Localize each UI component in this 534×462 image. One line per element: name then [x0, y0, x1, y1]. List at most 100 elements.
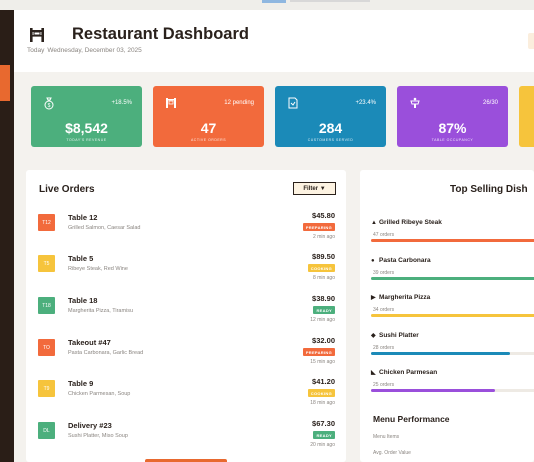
browser-top-strip — [0, 0, 534, 10]
order-price: $89.50 — [312, 252, 335, 261]
order-row[interactable]: T5 Table 5 Ribeye Steak, Red Wine $89.50… — [26, 251, 346, 291]
order-items: Chicken Parmesan, Soup — [68, 391, 131, 397]
order-time: 18 min ago — [310, 400, 335, 406]
dish-name: Margherita Pizza — [379, 294, 431, 301]
order-name: Table 12 — [68, 213, 98, 222]
order-time: 12 min ago — [310, 317, 335, 323]
order-status-badge: READY — [313, 431, 335, 439]
date-value: Wednesday, December 03, 2025 — [47, 47, 142, 54]
date-prefix: Today — [27, 47, 45, 54]
dish-item: ▲ Grilled Ribeye Steak 47 orders — [371, 219, 534, 251]
view-all-orders-button[interactable] — [145, 459, 227, 462]
order-price: $32.00 — [312, 336, 335, 345]
page-title: Restaurant Dashboard — [72, 25, 249, 43]
stat-value: 284 — [318, 120, 343, 136]
stat-trend: +18.5% — [111, 100, 132, 106]
menu-performance-title: Menu Performance — [373, 414, 450, 424]
order-status-badge: PREPARING — [302, 223, 335, 231]
dish-progress-fill — [371, 239, 534, 242]
stat-card-occupancy: 26/30 87% TABLE OCCUPANCY — [397, 86, 508, 147]
dish-name: Pasta Carbonara — [379, 257, 431, 264]
order-status-badge: COOKING — [307, 264, 335, 272]
header-action-button[interactable] — [528, 33, 534, 49]
order-time: 2 min ago — [313, 234, 335, 240]
stat-card-revenue: $ +18.5% $8,542 TODAY'S REVENUE — [31, 86, 142, 147]
dish-count: 34 orders — [373, 307, 395, 313]
order-items: Margherita Pizza, Tiramisu — [68, 308, 134, 314]
dish-item: ◆ Sushi Platter 28 orders — [371, 332, 534, 364]
current-date: Today Wednesday, December 03, 2025 — [27, 47, 145, 54]
sidebar — [0, 10, 14, 462]
order-name: Takeout #47 — [68, 338, 111, 347]
chicken-icon: ◣ — [371, 370, 376, 376]
dish-name: Chicken Parmesan — [379, 369, 438, 376]
stat-card-active-orders: 12 pending 47 ACTIVE ORDERS — [153, 86, 264, 147]
dish-progress-track — [371, 352, 534, 355]
top-tab-indicator — [262, 0, 286, 3]
order-price: $45.80 — [312, 211, 335, 220]
order-row[interactable]: T18 Table 18 Margherita Pizza, Tiramisu … — [26, 293, 346, 333]
stat-trend: +23.4% — [355, 100, 376, 106]
dish-count: 28 orders — [373, 345, 395, 351]
dish-item: ● Pasta Carbonara 39 orders — [371, 257, 534, 289]
menu-performance-row: Menu Items — [373, 434, 400, 440]
dish-progress-fill — [371, 352, 510, 355]
order-items: Pasta Carbonara, Garlic Bread — [68, 350, 144, 356]
stat-trend: 26/30 — [482, 100, 498, 106]
order-price: $38.90 — [312, 294, 335, 303]
dish-name: Sushi Platter — [379, 332, 419, 339]
header — [14, 10, 534, 72]
dish-count: 39 orders — [373, 270, 395, 276]
order-status-badge: PREPARING — [302, 348, 335, 356]
money-bag-icon: $ — [44, 97, 54, 110]
stat-card-partial — [519, 86, 534, 147]
dish-count: 47 orders — [373, 232, 395, 238]
dish-progress-track — [371, 277, 534, 280]
menu-performance-row: Avg. Order Value — [373, 450, 411, 456]
order-price: $41.20 — [312, 377, 335, 386]
dish-item: ▶ Margherita Pizza 34 orders — [371, 294, 534, 326]
live-orders-panel — [26, 170, 346, 462]
order-items: Sushi Platter, Miso Soup — [68, 433, 128, 439]
order-items: Ribeye Steak, Red Wine — [68, 266, 128, 272]
receipt-icon — [288, 97, 298, 109]
order-price: $67.30 — [312, 419, 335, 428]
order-row[interactable]: T9 Table 9 Chicken Parmesan, Soup $41.20… — [26, 376, 346, 416]
order-status-badge: COOKING — [307, 389, 335, 397]
order-row[interactable]: DL Delivery #23 Sushi Platter, Miso Soup… — [26, 418, 346, 458]
stat-value: $8,542 — [65, 120, 108, 136]
pizza-icon: ▶ — [371, 295, 376, 301]
dish-progress-fill — [371, 389, 495, 392]
dish-progress-track — [371, 389, 534, 392]
table-icon — [410, 97, 420, 108]
order-name: Table 5 — [68, 254, 94, 263]
order-name: Delivery #23 — [68, 421, 112, 430]
stat-value: 87% — [438, 120, 467, 136]
order-row[interactable]: TO Takeout #47 Pasta Carbonara, Garlic B… — [26, 335, 346, 375]
pasta-icon: ● — [371, 258, 375, 264]
filter-button[interactable]: Filter ▼ — [293, 182, 336, 195]
steak-icon: ▲ — [371, 220, 377, 226]
stat-value: 47 — [200, 120, 217, 136]
stat-label: ACTIVE ORDERS — [190, 138, 227, 142]
top-tab-line — [290, 0, 370, 2]
dish-progress-track — [371, 314, 534, 317]
order-time: 8 min ago — [313, 275, 335, 281]
dish-count: 25 orders — [373, 382, 395, 388]
order-time: 15 min ago — [310, 359, 335, 365]
order-row[interactable]: T12 Table 12 Grilled Salmon, Caesar Sala… — [26, 210, 346, 250]
sidebar-active-item[interactable] — [0, 65, 10, 101]
order-status-badge: READY — [313, 306, 335, 314]
dish-progress-fill — [371, 277, 534, 280]
order-badge: T12 — [38, 214, 55, 231]
stat-trend: 12 pending — [224, 100, 254, 106]
order-badge: T5 — [38, 255, 55, 272]
order-badge: T9 — [38, 380, 55, 397]
dish-item: ◣ Chicken Parmesan 25 orders — [371, 369, 534, 401]
svg-text:$: $ — [48, 103, 51, 109]
sushi-icon: ◆ — [371, 333, 376, 339]
stat-label: CUSTOMERS SERVED — [307, 138, 354, 142]
stat-card-customers: +23.4% 284 CUSTOMERS SERVED — [275, 86, 386, 147]
order-badge: TO — [38, 339, 55, 356]
order-name: Table 9 — [68, 379, 94, 388]
